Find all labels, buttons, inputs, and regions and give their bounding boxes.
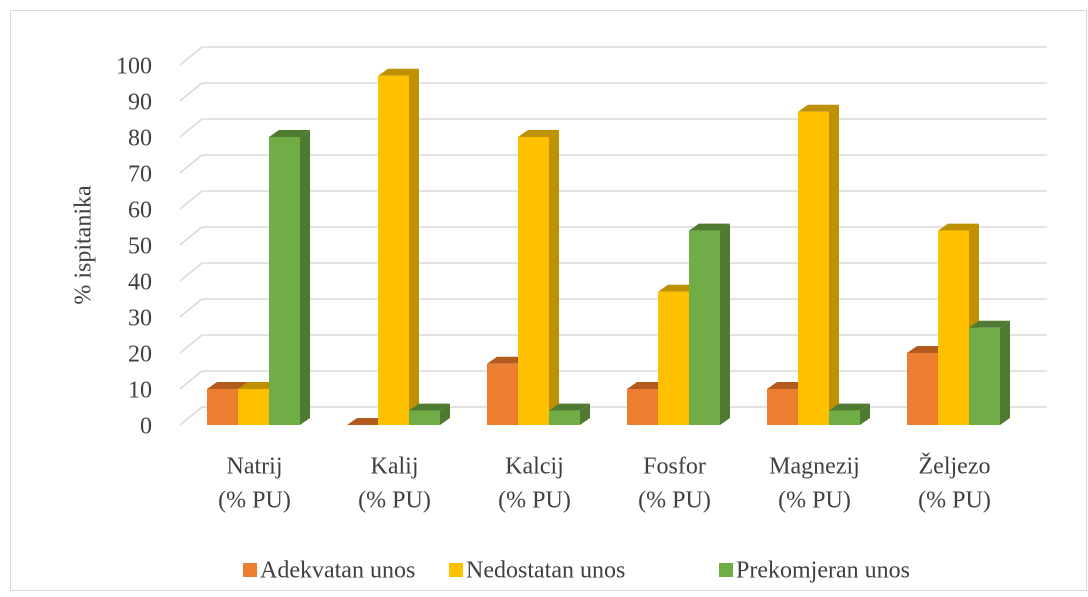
bar-front (627, 389, 658, 425)
bar-top (347, 418, 388, 425)
bar-top (378, 68, 419, 76)
x-tick-label: Magnezij (769, 454, 860, 480)
bar (969, 320, 1010, 425)
bar-front (269, 137, 300, 425)
y-tick-label: 20 (128, 342, 152, 368)
bar (347, 418, 388, 425)
bar (689, 223, 730, 425)
bar-top (549, 403, 590, 411)
bar (549, 403, 590, 425)
grid-line-side (179, 46, 203, 66)
grid-line-side (179, 262, 203, 282)
bar-top (627, 382, 668, 389)
grid-line-side (179, 298, 203, 318)
bar-top (518, 130, 559, 137)
x-tick-label: (% PU) (638, 488, 711, 514)
bar-front (907, 353, 938, 425)
grid-line-side (179, 334, 203, 354)
legend-label: Adekvatan unos (260, 558, 415, 584)
bar-top (238, 382, 279, 389)
bar-side (409, 68, 419, 426)
x-tick-label: (% PU) (498, 488, 571, 514)
legend-swatch (243, 563, 257, 577)
bar-front (207, 389, 238, 425)
bar-top (798, 104, 839, 112)
bar-side (440, 403, 450, 425)
y-tick-label: 60 (128, 198, 152, 224)
y-axis-label: % ispitanika (71, 185, 97, 305)
x-tick-label: (% PU) (358, 488, 431, 514)
grid-line-side (179, 118, 203, 138)
bar-front (767, 389, 798, 425)
bar-front (969, 327, 1000, 425)
bar (829, 403, 870, 425)
bar-front (658, 291, 689, 425)
bar-top (207, 382, 248, 389)
y-tick-label: 100 (116, 54, 152, 80)
bar-front (378, 75, 409, 426)
bar (269, 130, 310, 425)
y-tick-label: 90 (128, 90, 152, 116)
y-tick-label: 10 (128, 378, 152, 404)
bar-side (829, 104, 839, 426)
y-tick-label: 40 (128, 270, 152, 296)
x-tick-label: Fosfor (643, 454, 706, 480)
x-tick-label: (% PU) (778, 488, 851, 514)
bar-top (269, 130, 310, 137)
x-tick-label: Kalij (371, 454, 419, 480)
grid-line-side (179, 154, 203, 174)
legend-label: Prekomjeran unos (736, 558, 910, 584)
bar (798, 104, 839, 426)
grid-line-side (179, 406, 203, 426)
grid-line-side (179, 226, 203, 246)
legend-label: Nedostatan unos (466, 558, 625, 584)
bar (409, 403, 450, 425)
bar-front (798, 111, 829, 426)
y-tick-label: 30 (128, 306, 152, 332)
bar-front (487, 363, 518, 425)
bar-front (238, 389, 269, 425)
x-tick-label: Željezo (919, 454, 991, 480)
x-tick-label: Kalcij (505, 454, 564, 480)
x-tick-label: (% PU) (218, 488, 291, 514)
bar-top (409, 403, 450, 411)
legend-swatch (449, 563, 463, 577)
bar-front (689, 230, 720, 425)
bar-side (300, 130, 310, 425)
bar-top (829, 403, 870, 411)
bar-side (580, 403, 590, 425)
bar-front (829, 410, 860, 425)
grid-line-side (179, 82, 203, 102)
bar-front (518, 137, 549, 425)
bar-top (907, 346, 948, 353)
y-tick-label: 50 (128, 234, 152, 260)
grid-line-side (179, 370, 203, 390)
bar-top (969, 320, 1010, 328)
bar-top (938, 223, 979, 231)
bar-side (720, 223, 730, 425)
bar-side (1000, 320, 1010, 425)
y-tick-label: 0 (140, 414, 152, 440)
bar-top (487, 356, 528, 364)
bar-side (549, 130, 559, 425)
y-tick-label: 70 (128, 162, 152, 188)
x-tick-label: Natrij (227, 454, 283, 480)
bar-side (860, 403, 870, 425)
bar-top (767, 382, 808, 389)
bar-top (689, 223, 730, 231)
bar (518, 130, 559, 425)
legend-swatch (719, 563, 733, 577)
bar (378, 68, 419, 426)
bar-front (409, 410, 440, 425)
y-tick-label: 80 (128, 126, 152, 152)
bar-top (658, 284, 699, 292)
x-tick-label: (% PU) (918, 488, 991, 514)
bar-front (938, 230, 969, 425)
bar-front (549, 410, 580, 425)
grid-line-side (179, 190, 203, 210)
